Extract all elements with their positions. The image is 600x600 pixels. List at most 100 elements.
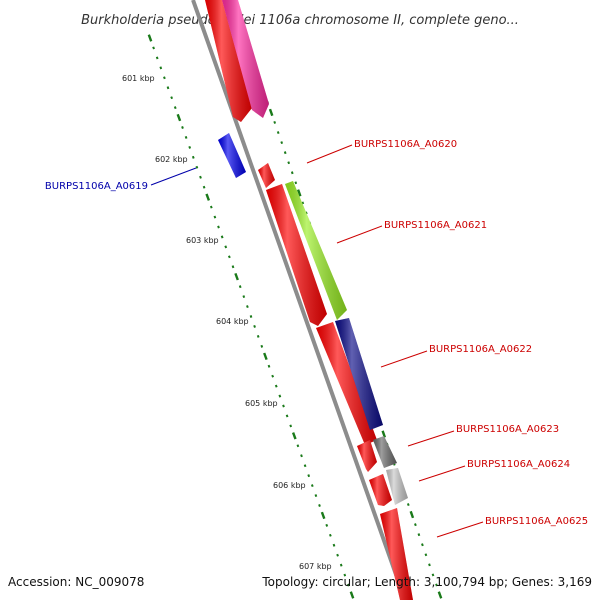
inner-tick-38 bbox=[285, 414, 289, 418]
inner-tick-3 bbox=[159, 66, 163, 70]
outer-tick-55 bbox=[435, 583, 438, 587]
inner-tick-49 bbox=[325, 523, 329, 527]
gene-label-a0622[interactable]: BURPS1106A_A0622 bbox=[429, 344, 532, 355]
outer-tick-53 bbox=[428, 563, 431, 567]
gene-a0621-product-shading bbox=[285, 181, 347, 320]
inner-tick-5 bbox=[166, 86, 170, 90]
outer-tick-8 bbox=[268, 108, 274, 117]
gene-a0619-cds-shading bbox=[218, 133, 246, 178]
inner-tick-2 bbox=[155, 56, 159, 60]
outer-tick-9 bbox=[273, 120, 277, 124]
outer-tick-50 bbox=[417, 533, 421, 537]
accession-text: Accession: NC_009078 bbox=[8, 575, 144, 589]
inner-tick-4 bbox=[163, 76, 166, 80]
inner-tick-18 bbox=[213, 215, 217, 219]
inner-tick-52 bbox=[336, 553, 339, 557]
outer-tick-14 bbox=[290, 171, 294, 175]
gene-a0622-product-shading bbox=[335, 318, 383, 430]
inner-tick-30 bbox=[256, 334, 260, 338]
scale-ticks-inner bbox=[147, 34, 355, 599]
leader-a0623 bbox=[407, 430, 455, 447]
gene-a0618-cds-shading bbox=[222, 0, 269, 118]
leader-a0625 bbox=[436, 521, 484, 538]
inner-tick-19 bbox=[217, 225, 220, 229]
outer-tick-47 bbox=[406, 503, 410, 507]
inner-tick-39 bbox=[289, 424, 293, 428]
gene-label-a0621[interactable]: BURPS1106A_A0621 bbox=[384, 220, 487, 231]
gene-label-a0624[interactable]: BURPS1106A_A0624 bbox=[467, 459, 570, 470]
gene-features bbox=[205, 0, 413, 600]
inner-tick-13 bbox=[195, 165, 199, 169]
inner-tick-41 bbox=[296, 444, 300, 448]
inner-tick-28 bbox=[249, 315, 253, 318]
leader-a0621 bbox=[336, 225, 383, 244]
leader-a0624 bbox=[418, 465, 466, 482]
tick-label-603: 603 kbp bbox=[186, 236, 219, 245]
inner-tick-20 bbox=[220, 235, 224, 239]
inner-tick-6 bbox=[170, 96, 174, 100]
inner-tick-46 bbox=[314, 494, 318, 498]
inner-tick-48 bbox=[320, 511, 326, 520]
inner-tick-23 bbox=[231, 265, 235, 269]
inner-tick-45 bbox=[310, 484, 314, 488]
inner-tick-9 bbox=[181, 126, 184, 129]
outer-tick-51 bbox=[421, 543, 424, 547]
gene-label-a0620[interactable]: BURPS1106A_A0620 bbox=[354, 139, 457, 150]
inner-tick-31 bbox=[260, 344, 264, 348]
outer-tick-13 bbox=[287, 161, 291, 165]
inner-tick-40 bbox=[291, 432, 297, 440]
inner-tick-32 bbox=[263, 352, 268, 361]
outer-tick-11 bbox=[280, 141, 284, 145]
inner-tick-47 bbox=[318, 504, 321, 507]
gene-a0620-cds-shading bbox=[258, 163, 275, 188]
inner-tick-0 bbox=[147, 34, 153, 42]
gene-a0622-cds-shading bbox=[316, 322, 377, 445]
inner-tick-55 bbox=[347, 583, 350, 587]
inner-tick-10 bbox=[184, 135, 188, 139]
outer-tick-56 bbox=[437, 591, 443, 599]
inner-tick-27 bbox=[246, 305, 249, 309]
gene-a0621-cds-shading bbox=[266, 184, 327, 326]
outer-tick-10 bbox=[276, 131, 280, 135]
gene-a0624-cds-shading bbox=[369, 474, 392, 506]
inner-tick-42 bbox=[300, 454, 303, 458]
outer-tick-52 bbox=[424, 553, 428, 557]
inner-tick-21 bbox=[224, 245, 228, 249]
inner-tick-33 bbox=[267, 364, 271, 368]
gene-label-a0623[interactable]: BURPS1106A_A0623 bbox=[456, 424, 559, 435]
inner-tick-56 bbox=[349, 591, 355, 599]
label-leader-lines bbox=[150, 144, 484, 538]
inner-tick-36 bbox=[278, 394, 282, 398]
outer-tick-16 bbox=[296, 189, 302, 197]
inner-tick-15 bbox=[202, 185, 206, 189]
gene-labels: BURPS1106A_A0619 BURPS1106A_A0620 BURPS1… bbox=[45, 139, 588, 527]
inner-tick-44 bbox=[307, 474, 311, 478]
tick-label-607: 607 kbp bbox=[299, 562, 332, 571]
inner-tick-25 bbox=[238, 285, 242, 289]
scale-tick-labels: 601 kbp 602 kbp 603 kbp 604 kbp 605 kbp … bbox=[122, 74, 332, 571]
inner-tick-12 bbox=[191, 155, 195, 159]
tick-label-606: 606 kbp bbox=[273, 481, 306, 490]
inner-tick-17 bbox=[209, 205, 213, 209]
gene-a0623-product-shading bbox=[373, 436, 397, 468]
inner-tick-50 bbox=[328, 533, 332, 537]
inner-tick-7 bbox=[173, 106, 177, 110]
gene-label-a0619[interactable]: BURPS1106A_A0619 bbox=[45, 181, 148, 192]
tick-label-601: 601 kbp bbox=[122, 74, 155, 83]
outer-tick-54 bbox=[431, 573, 435, 577]
gene-label-a0625[interactable]: BURPS1106A_A0625 bbox=[485, 516, 588, 527]
leader-a0622 bbox=[380, 350, 428, 368]
leader-a0620 bbox=[306, 144, 353, 164]
inner-tick-16 bbox=[205, 193, 211, 201]
chromosome-backbone bbox=[191, 0, 407, 600]
inner-tick-54 bbox=[343, 573, 347, 577]
map-title: Burkholderia pseudomallei 1106a chromoso… bbox=[81, 13, 519, 28]
inner-tick-14 bbox=[199, 175, 202, 179]
tick-label-602: 602 kbp bbox=[155, 155, 188, 164]
outer-tick-48 bbox=[409, 510, 415, 519]
outer-tick-49 bbox=[414, 523, 417, 527]
inner-tick-34 bbox=[271, 374, 275, 378]
outer-tick-15 bbox=[294, 181, 298, 185]
gene-a0625-cds-shading bbox=[380, 508, 413, 600]
